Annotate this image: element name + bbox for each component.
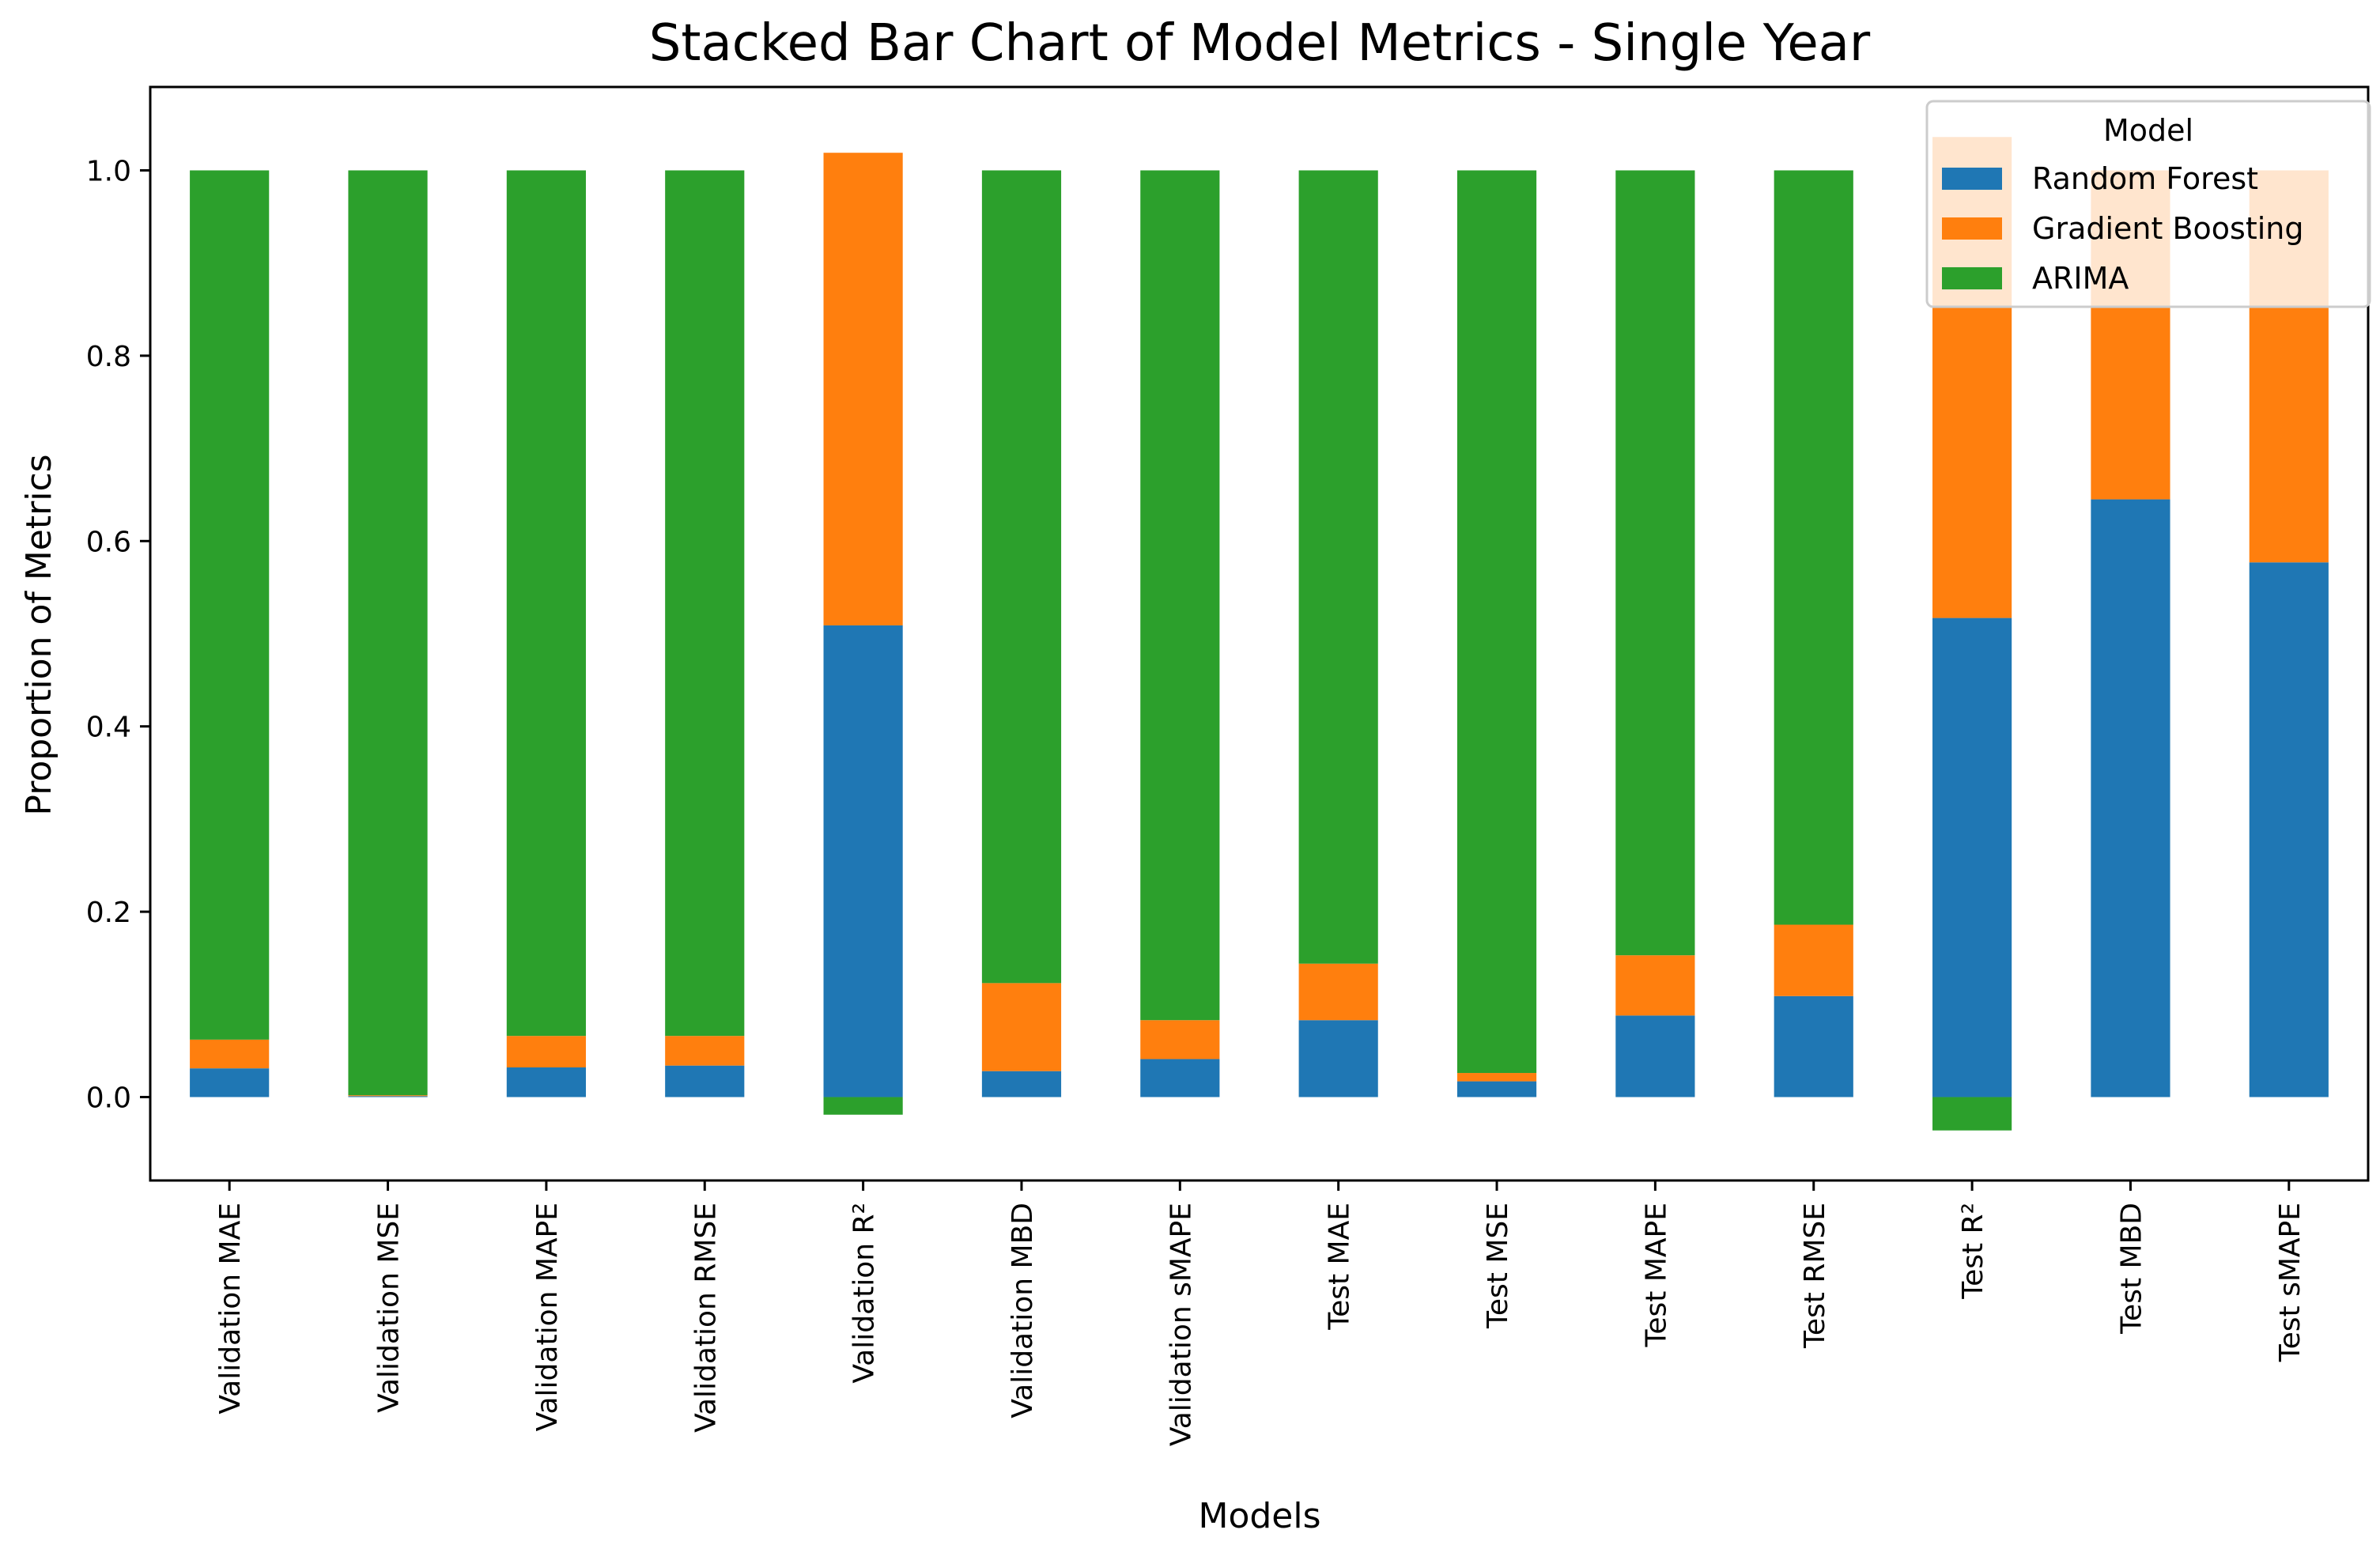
x-tick-label-9: Test MAPE (1640, 1203, 1672, 1347)
bar-arima-11 (1932, 1097, 2012, 1131)
bar-gradient-boosting-6 (1140, 1020, 1220, 1060)
bar-arima-3 (665, 170, 745, 1037)
x-tick-label-7: Test MAE (1324, 1203, 1356, 1331)
x-tick-label-13: Test sMAPE (2274, 1203, 2306, 1362)
bar-gradient-boosting-7 (1298, 963, 1378, 1021)
legend-title: Model (2103, 113, 2193, 148)
bar-random-forest-2 (506, 1067, 586, 1097)
x-tick-label-6: Validation sMAPE (1165, 1203, 1197, 1446)
bar-random-forest-6 (1140, 1059, 1220, 1097)
bar-gradient-boosting-0 (190, 1039, 270, 1069)
y-tick-label-3: 0.6 (86, 526, 131, 558)
bar-gradient-boosting-8 (1456, 1073, 1537, 1082)
x-tick-label-4: Validation R² (848, 1203, 881, 1384)
bar-gradient-boosting-10 (1774, 924, 1853, 996)
x-tick-label-3: Validation RMSE (689, 1203, 722, 1433)
y-tick-label-5: 1.0 (86, 155, 131, 187)
bar-arima-7 (1298, 170, 1378, 964)
y-axis-label: Proportion of Metrics (19, 454, 59, 815)
bar-arima-8 (1456, 170, 1537, 1074)
bar-gradient-boosting-3 (665, 1036, 745, 1066)
legend: Model Random Forest Gradient Boosting ARIM… (1925, 100, 2371, 308)
axes-layer: 0.0 0.2 0.4 0.6 0.8 1.0 Validation MAE Validati… (86, 85, 2370, 1446)
bar-arima-1 (348, 170, 428, 1096)
x-tick-label-5: Validation MBD (1007, 1203, 1039, 1418)
bar-gradient-boosting-9 (1615, 955, 1695, 1016)
legend-items: Random Forest Gradient Boosting ARIMA (1942, 161, 2304, 296)
bar-gradient-boosting-1 (348, 1095, 428, 1097)
bar-random-forest-13 (2249, 562, 2329, 1097)
bar-random-forest-12 (2091, 499, 2170, 1097)
x-tick-label-8: Test MSE (1482, 1203, 1514, 1329)
x-tick-label-2: Validation MAPE (531, 1203, 564, 1431)
bar-arima-4 (823, 1097, 903, 1115)
bar-gradient-boosting-2 (506, 1036, 586, 1068)
y-tick-label-1: 0.2 (86, 897, 131, 929)
bar-random-forest-10 (1774, 995, 1853, 1097)
bar-arima-9 (1615, 170, 1695, 956)
bar-random-forest-1 (348, 1096, 428, 1097)
bar-random-forest-0 (190, 1068, 270, 1097)
legend-swatch-0 (1942, 168, 2002, 190)
x-tick-label-12: Test MBD (2116, 1203, 2148, 1335)
legend-swatch-1 (1942, 217, 2002, 240)
y-tick-label-2: 0.4 (86, 712, 131, 744)
bar-random-forest-8 (1456, 1081, 1537, 1097)
bar-random-forest-5 (981, 1071, 1062, 1097)
bar-arima-5 (981, 170, 1062, 984)
y-tick-label-4: 0.8 (86, 341, 131, 373)
bars-layer (190, 137, 2329, 1131)
x-tick-label-0: Validation MAE (214, 1203, 247, 1415)
bar-arima-2 (506, 170, 586, 1037)
chart-title: Stacked Bar Chart of Model Metrics - Sin… (649, 14, 1871, 73)
x-tick-label-10: Test RMSE (1799, 1203, 1831, 1349)
legend-box (1925, 100, 2371, 308)
bar-random-forest-3 (665, 1065, 745, 1097)
legend-label-0: Random Forest (2032, 161, 2258, 196)
y-tick-label-0: 0.0 (86, 1082, 131, 1115)
bar-random-forest-11 (1932, 618, 2012, 1097)
legend-label-2: ARIMA (2032, 261, 2129, 296)
x-tick-label-1: Validation MSE (373, 1203, 406, 1413)
x-axis-label: Models (1198, 1496, 1320, 1536)
legend-swatch-2 (1942, 267, 2002, 289)
bar-random-forest-7 (1298, 1020, 1378, 1097)
bar-arima-6 (1140, 170, 1220, 1021)
bar-gradient-boosting-5 (981, 983, 1062, 1071)
bar-gradient-boosting-4 (823, 153, 903, 625)
bar-random-forest-4 (823, 625, 903, 1097)
bar-arima-0 (190, 170, 270, 1040)
plot-frame (149, 85, 2370, 1182)
x-tick-label-11: Test R² (1957, 1203, 1989, 1300)
legend-label-1: Gradient Boosting (2032, 211, 2304, 246)
bar-random-forest-9 (1615, 1015, 1695, 1097)
bar-arima-10 (1774, 170, 1853, 925)
